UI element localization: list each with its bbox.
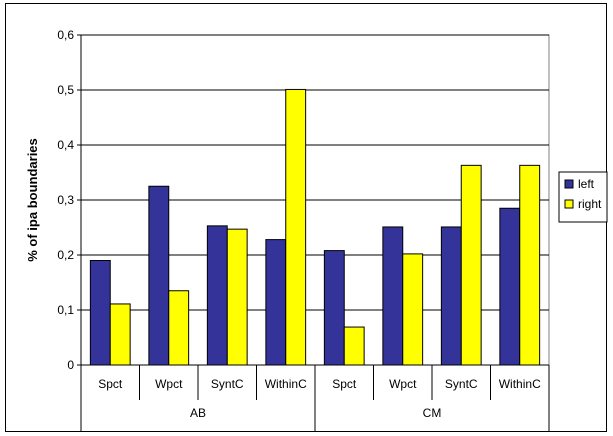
x-tick-label: Spct (332, 377, 357, 391)
legend: left right (558, 171, 608, 223)
legend-label-left: left (578, 177, 595, 191)
bar-left (89, 260, 111, 366)
bar-right (460, 164, 482, 366)
y-tick-label: 0,6 (57, 28, 74, 42)
y-tick-label: 0,5 (57, 83, 74, 97)
bar-right (226, 228, 248, 366)
legend-swatch-left (564, 179, 574, 189)
bar-right (109, 303, 131, 366)
y-tick-label: 0,2 (57, 248, 74, 262)
x-tick-label: Spct (98, 377, 123, 391)
x-axis: Spct Wpct SyntC WithinC Spct Wpct SyntC WithinC… (80, 364, 550, 432)
y-tick-label: 0 (67, 358, 74, 372)
y-tick-label: 0,4 (57, 138, 74, 152)
x-tick-label: WithinC (499, 377, 541, 391)
bars (89, 88, 541, 366)
x-tick-label: Wpct (389, 377, 417, 391)
x-tick-label: SyntC (211, 377, 244, 391)
bar-left (206, 225, 228, 366)
bar-left (440, 226, 462, 366)
bar-right (285, 88, 307, 366)
x-tick-label: SyntC (445, 377, 478, 391)
bar-right (519, 164, 541, 366)
bar-left (265, 239, 287, 366)
x-tick-label: Wpct (155, 377, 183, 391)
y-axis: 0 0,1 0,2 0,3 0,4 0,5 0,6 (57, 28, 82, 372)
group-label: CM (423, 406, 442, 420)
bar-left (499, 207, 521, 366)
legend-label-right: right (578, 197, 602, 211)
y-tick-label: 0,3 (57, 193, 74, 207)
y-tick-label: 0,1 (57, 303, 74, 317)
legend-swatch-right (564, 199, 574, 209)
y-axis-label: % of ipa boundaries (25, 138, 40, 262)
bar-right (343, 326, 365, 366)
bar-right (402, 253, 424, 366)
bar-right (168, 290, 190, 366)
x-tick-label: WithinC (265, 377, 307, 391)
bar-left (323, 250, 345, 366)
bar-left (382, 226, 404, 366)
bar-left (148, 185, 170, 366)
group-label: AB (190, 406, 206, 420)
